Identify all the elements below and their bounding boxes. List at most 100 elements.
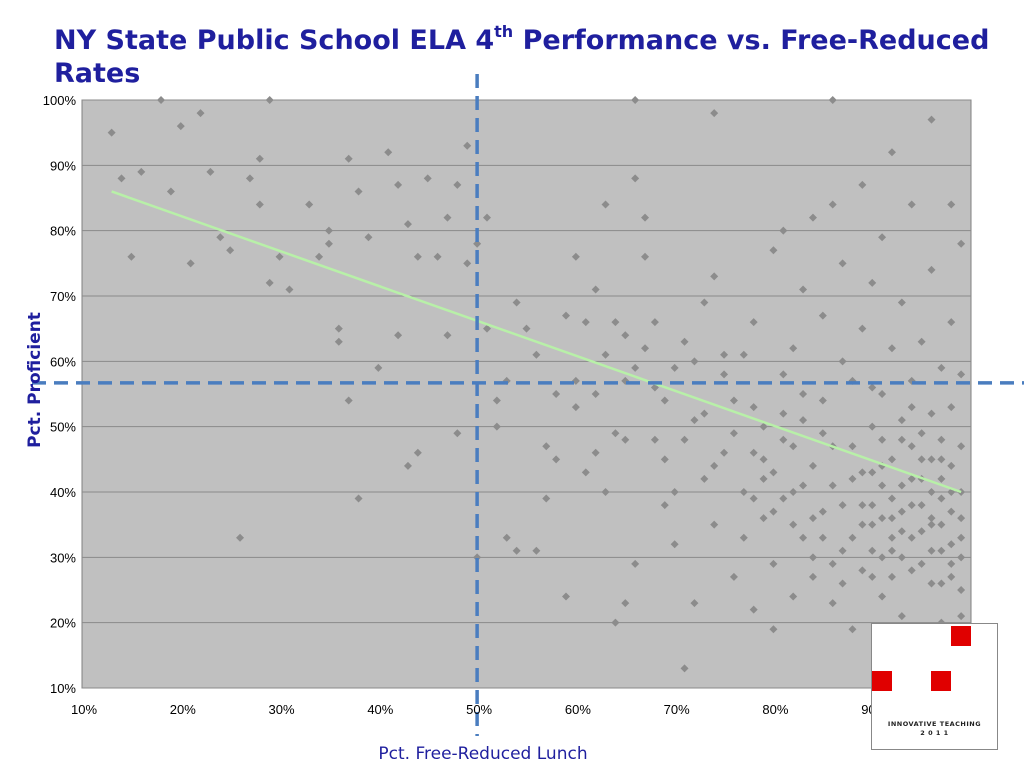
data-point <box>236 533 245 542</box>
data-point <box>878 514 887 523</box>
y-tick-label: 100% <box>43 93 77 108</box>
data-point <box>887 148 896 157</box>
data-point <box>858 180 867 189</box>
data-point <box>828 200 837 209</box>
y-tick-label: 30% <box>50 550 76 565</box>
data-point <box>878 592 887 601</box>
data-point <box>512 298 521 307</box>
data-point <box>265 96 274 104</box>
data-point <box>818 396 827 405</box>
data-point <box>779 370 788 379</box>
data-point <box>749 318 758 327</box>
trendline <box>111 190 962 494</box>
data-point <box>828 481 837 490</box>
data-point <box>245 174 254 183</box>
data-point <box>700 298 709 307</box>
x-tick-label: 50% <box>466 702 492 717</box>
data-point <box>937 474 946 483</box>
data-point <box>927 409 936 418</box>
data-point <box>887 514 896 523</box>
data-point <box>878 481 887 490</box>
data-point <box>799 390 808 398</box>
x-axis-title: Pct. Free-Reduced Lunch <box>378 744 587 764</box>
data-point <box>670 488 679 496</box>
data-point <box>473 553 482 562</box>
data-point <box>897 298 906 307</box>
data-point <box>562 592 571 601</box>
data-point <box>858 324 867 333</box>
data-point <box>897 527 906 536</box>
data-point <box>887 533 896 542</box>
data-point <box>907 442 916 451</box>
data-point <box>818 311 827 320</box>
data-point <box>957 612 966 621</box>
data-point <box>631 96 640 104</box>
data-point <box>947 200 956 209</box>
data-point <box>907 200 916 209</box>
y-tick-label: 40% <box>50 485 76 500</box>
data-point <box>710 109 719 118</box>
data-point <box>552 455 561 464</box>
data-point <box>858 566 867 575</box>
data-point <box>641 252 650 261</box>
data-point <box>887 344 896 353</box>
data-point <box>947 461 956 470</box>
data-point <box>463 141 472 150</box>
data-point <box>808 553 817 562</box>
data-point <box>611 618 620 627</box>
data-point <box>720 370 729 379</box>
data-point <box>957 553 966 562</box>
data-point <box>206 167 215 176</box>
data-point <box>937 455 946 464</box>
data-point <box>917 337 926 346</box>
y-tick-label: 50% <box>50 420 76 435</box>
data-point <box>868 278 877 287</box>
data-point <box>887 572 896 581</box>
data-point <box>957 442 966 451</box>
data-point <box>848 625 857 634</box>
data-point <box>937 520 946 529</box>
data-point <box>650 435 659 444</box>
data-point <box>739 350 748 359</box>
x-tick-label: 40% <box>367 702 393 717</box>
y-tick-labels: 10% 20% 30% 40% 50% 60% 70% 80% 90% 100% <box>43 93 77 696</box>
data-point <box>641 213 650 222</box>
data-point <box>759 514 768 523</box>
data-point <box>808 514 817 523</box>
data-point <box>957 370 966 379</box>
data-point <box>196 109 205 118</box>
data-point <box>631 174 640 183</box>
y-axis-title: Pct. Proficient <box>25 312 45 448</box>
data-point <box>621 435 630 444</box>
data-point <box>680 664 689 673</box>
data-point <box>789 520 798 529</box>
data-point <box>413 448 422 457</box>
slide-title: NY State Public School ELA 4th Performan… <box>54 24 1014 90</box>
data-point <box>394 180 403 189</box>
data-point <box>453 429 462 438</box>
data-point <box>838 546 847 555</box>
x-tick-label: 60% <box>565 702 591 717</box>
data-point <box>413 252 422 261</box>
data-point <box>907 403 916 412</box>
data-point <box>621 331 630 340</box>
data-point <box>769 246 778 255</box>
data-point <box>453 180 462 189</box>
data-point <box>700 474 709 483</box>
data-point <box>641 344 650 353</box>
data-point <box>423 174 432 183</box>
data-point <box>660 455 669 464</box>
data-point <box>789 442 798 451</box>
data-point <box>492 396 501 405</box>
data-point <box>680 435 689 444</box>
data-point <box>749 448 758 457</box>
data-point <box>591 285 600 294</box>
data-point <box>127 252 136 261</box>
data-point <box>562 311 571 320</box>
plot-area <box>81 99 972 689</box>
data-point <box>897 612 906 621</box>
data-point <box>729 572 738 581</box>
data-point <box>739 488 748 496</box>
data-point <box>621 599 630 608</box>
logo-line-1: INNOVATIVE TEACHING <box>887 720 982 728</box>
